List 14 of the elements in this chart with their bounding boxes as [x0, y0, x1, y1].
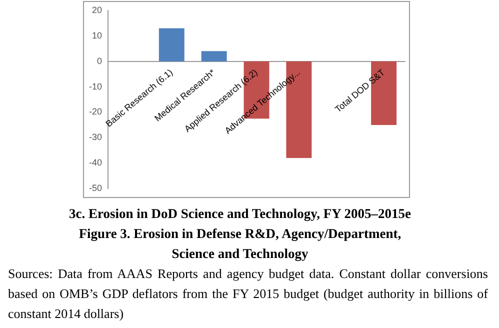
y-tick-label: -40 — [88, 158, 102, 168]
source-note: Sources: Data from AAAS Reports and agency budget data. Constant dollar conversions based on OMB’s GDP deflators from the FY 2015 budget (budget authority in billions of constant 2014 dollars) — [8, 265, 488, 323]
y-tick-label: 0 — [96, 56, 102, 66]
bar — [201, 51, 227, 62]
y-tick-label: 10 — [92, 30, 102, 40]
text: Figure 3. Erosion in Defense R&D, Agency/Department, Science and Technology — [78, 225, 402, 263]
y-tick-label: -50 — [88, 183, 102, 194]
y-tick-label: -20 — [88, 106, 102, 117]
text: 3c. Erosion in DoD Science and Technology, FY 2005–2015e — [68, 205, 412, 223]
y-tick-label: -30 — [88, 132, 102, 142]
y-tick-label: -10 — [88, 81, 102, 92]
bar — [158, 28, 184, 62]
y-tick-label: 20 — [92, 4, 102, 15]
bar — [371, 61, 397, 125]
